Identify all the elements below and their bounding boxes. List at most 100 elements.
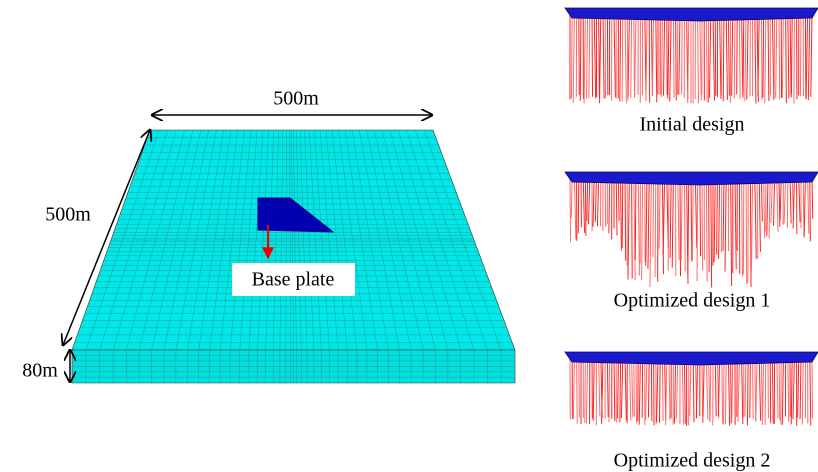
pile bbox=[728, 358, 729, 426]
pile bbox=[664, 14, 665, 96]
pile bbox=[703, 358, 704, 423]
pile-design bbox=[565, 352, 818, 426]
base-plate-label: Base plate bbox=[252, 269, 335, 291]
pile bbox=[688, 178, 689, 275]
pile bbox=[573, 14, 574, 103]
pile bbox=[706, 178, 707, 281]
pile bbox=[673, 14, 674, 97]
pile bbox=[659, 178, 660, 249]
pile bbox=[684, 358, 685, 424]
pile bbox=[636, 358, 637, 423]
pile bbox=[585, 358, 586, 423]
pile bbox=[625, 14, 626, 103]
pile bbox=[745, 14, 746, 101]
pile bbox=[625, 358, 626, 420]
pile bbox=[595, 178, 596, 222]
pile bbox=[765, 358, 766, 425]
pile bbox=[678, 178, 679, 260]
pile bbox=[777, 358, 778, 418]
pile bbox=[688, 14, 689, 103]
pile bbox=[577, 358, 578, 424]
pile bbox=[731, 178, 732, 286]
pile bbox=[607, 358, 608, 417]
pile bbox=[738, 358, 739, 422]
pile bbox=[597, 178, 598, 226]
pile bbox=[711, 178, 712, 288]
pile bbox=[622, 178, 623, 248]
pile bbox=[681, 178, 682, 261]
pile bbox=[670, 14, 671, 102]
pile bbox=[737, 14, 738, 94]
pile bbox=[779, 14, 780, 99]
pile bbox=[726, 14, 727, 100]
pile bbox=[799, 178, 800, 222]
pile bbox=[646, 178, 647, 266]
pile bbox=[634, 178, 635, 280]
pile bbox=[579, 358, 580, 417]
pile bbox=[709, 178, 710, 272]
pile bbox=[734, 14, 735, 98]
pile bbox=[592, 14, 593, 97]
pile bbox=[655, 178, 656, 277]
pile bbox=[618, 178, 619, 221]
pile bbox=[810, 358, 811, 426]
length-label: 500m bbox=[273, 88, 319, 110]
pile bbox=[717, 178, 718, 255]
pile bbox=[757, 178, 758, 259]
pile bbox=[593, 178, 594, 227]
pile bbox=[659, 358, 660, 423]
pile bbox=[593, 358, 594, 421]
pile bbox=[586, 358, 587, 424]
pile bbox=[786, 14, 787, 103]
pile bbox=[719, 178, 720, 259]
pile bbox=[620, 14, 621, 101]
pile bbox=[650, 178, 651, 287]
pile bbox=[695, 178, 696, 248]
pile bbox=[583, 178, 584, 233]
pile bbox=[698, 14, 699, 103]
pile bbox=[621, 178, 622, 251]
pile bbox=[713, 14, 714, 101]
pile bbox=[761, 178, 762, 221]
pile bbox=[603, 14, 604, 99]
pile bbox=[771, 178, 772, 223]
pile bbox=[706, 14, 707, 102]
pile bbox=[587, 178, 588, 221]
pile bbox=[668, 14, 669, 99]
pile bbox=[780, 178, 781, 221]
pile bbox=[702, 358, 703, 416]
pile bbox=[578, 178, 579, 233]
pile bbox=[773, 178, 774, 226]
pile bbox=[574, 178, 575, 239]
pile bbox=[747, 14, 748, 99]
pile bbox=[571, 178, 572, 218]
pile bbox=[811, 14, 812, 97]
pile bbox=[609, 178, 610, 233]
pile bbox=[788, 14, 789, 98]
pile bbox=[769, 178, 770, 238]
pile bbox=[772, 358, 773, 424]
pile bbox=[662, 14, 663, 97]
pile bbox=[784, 178, 785, 224]
pile bbox=[668, 178, 669, 271]
pile bbox=[628, 14, 629, 97]
pile bbox=[728, 14, 729, 96]
pile bbox=[715, 14, 716, 96]
pile bbox=[700, 14, 701, 100]
width-label: 500m bbox=[45, 204, 91, 226]
pile bbox=[731, 358, 732, 423]
pile bbox=[634, 358, 635, 417]
pile bbox=[746, 178, 747, 284]
pile bbox=[776, 14, 777, 98]
pile bbox=[710, 358, 711, 422]
pile bbox=[751, 178, 752, 273]
pile bbox=[782, 14, 783, 98]
pile bbox=[758, 14, 759, 96]
pile bbox=[693, 358, 694, 422]
pile bbox=[715, 358, 716, 416]
pile bbox=[765, 14, 766, 103]
pile bbox=[723, 14, 724, 101]
pile bbox=[790, 14, 791, 97]
pile bbox=[763, 14, 764, 98]
pile bbox=[800, 358, 801, 419]
